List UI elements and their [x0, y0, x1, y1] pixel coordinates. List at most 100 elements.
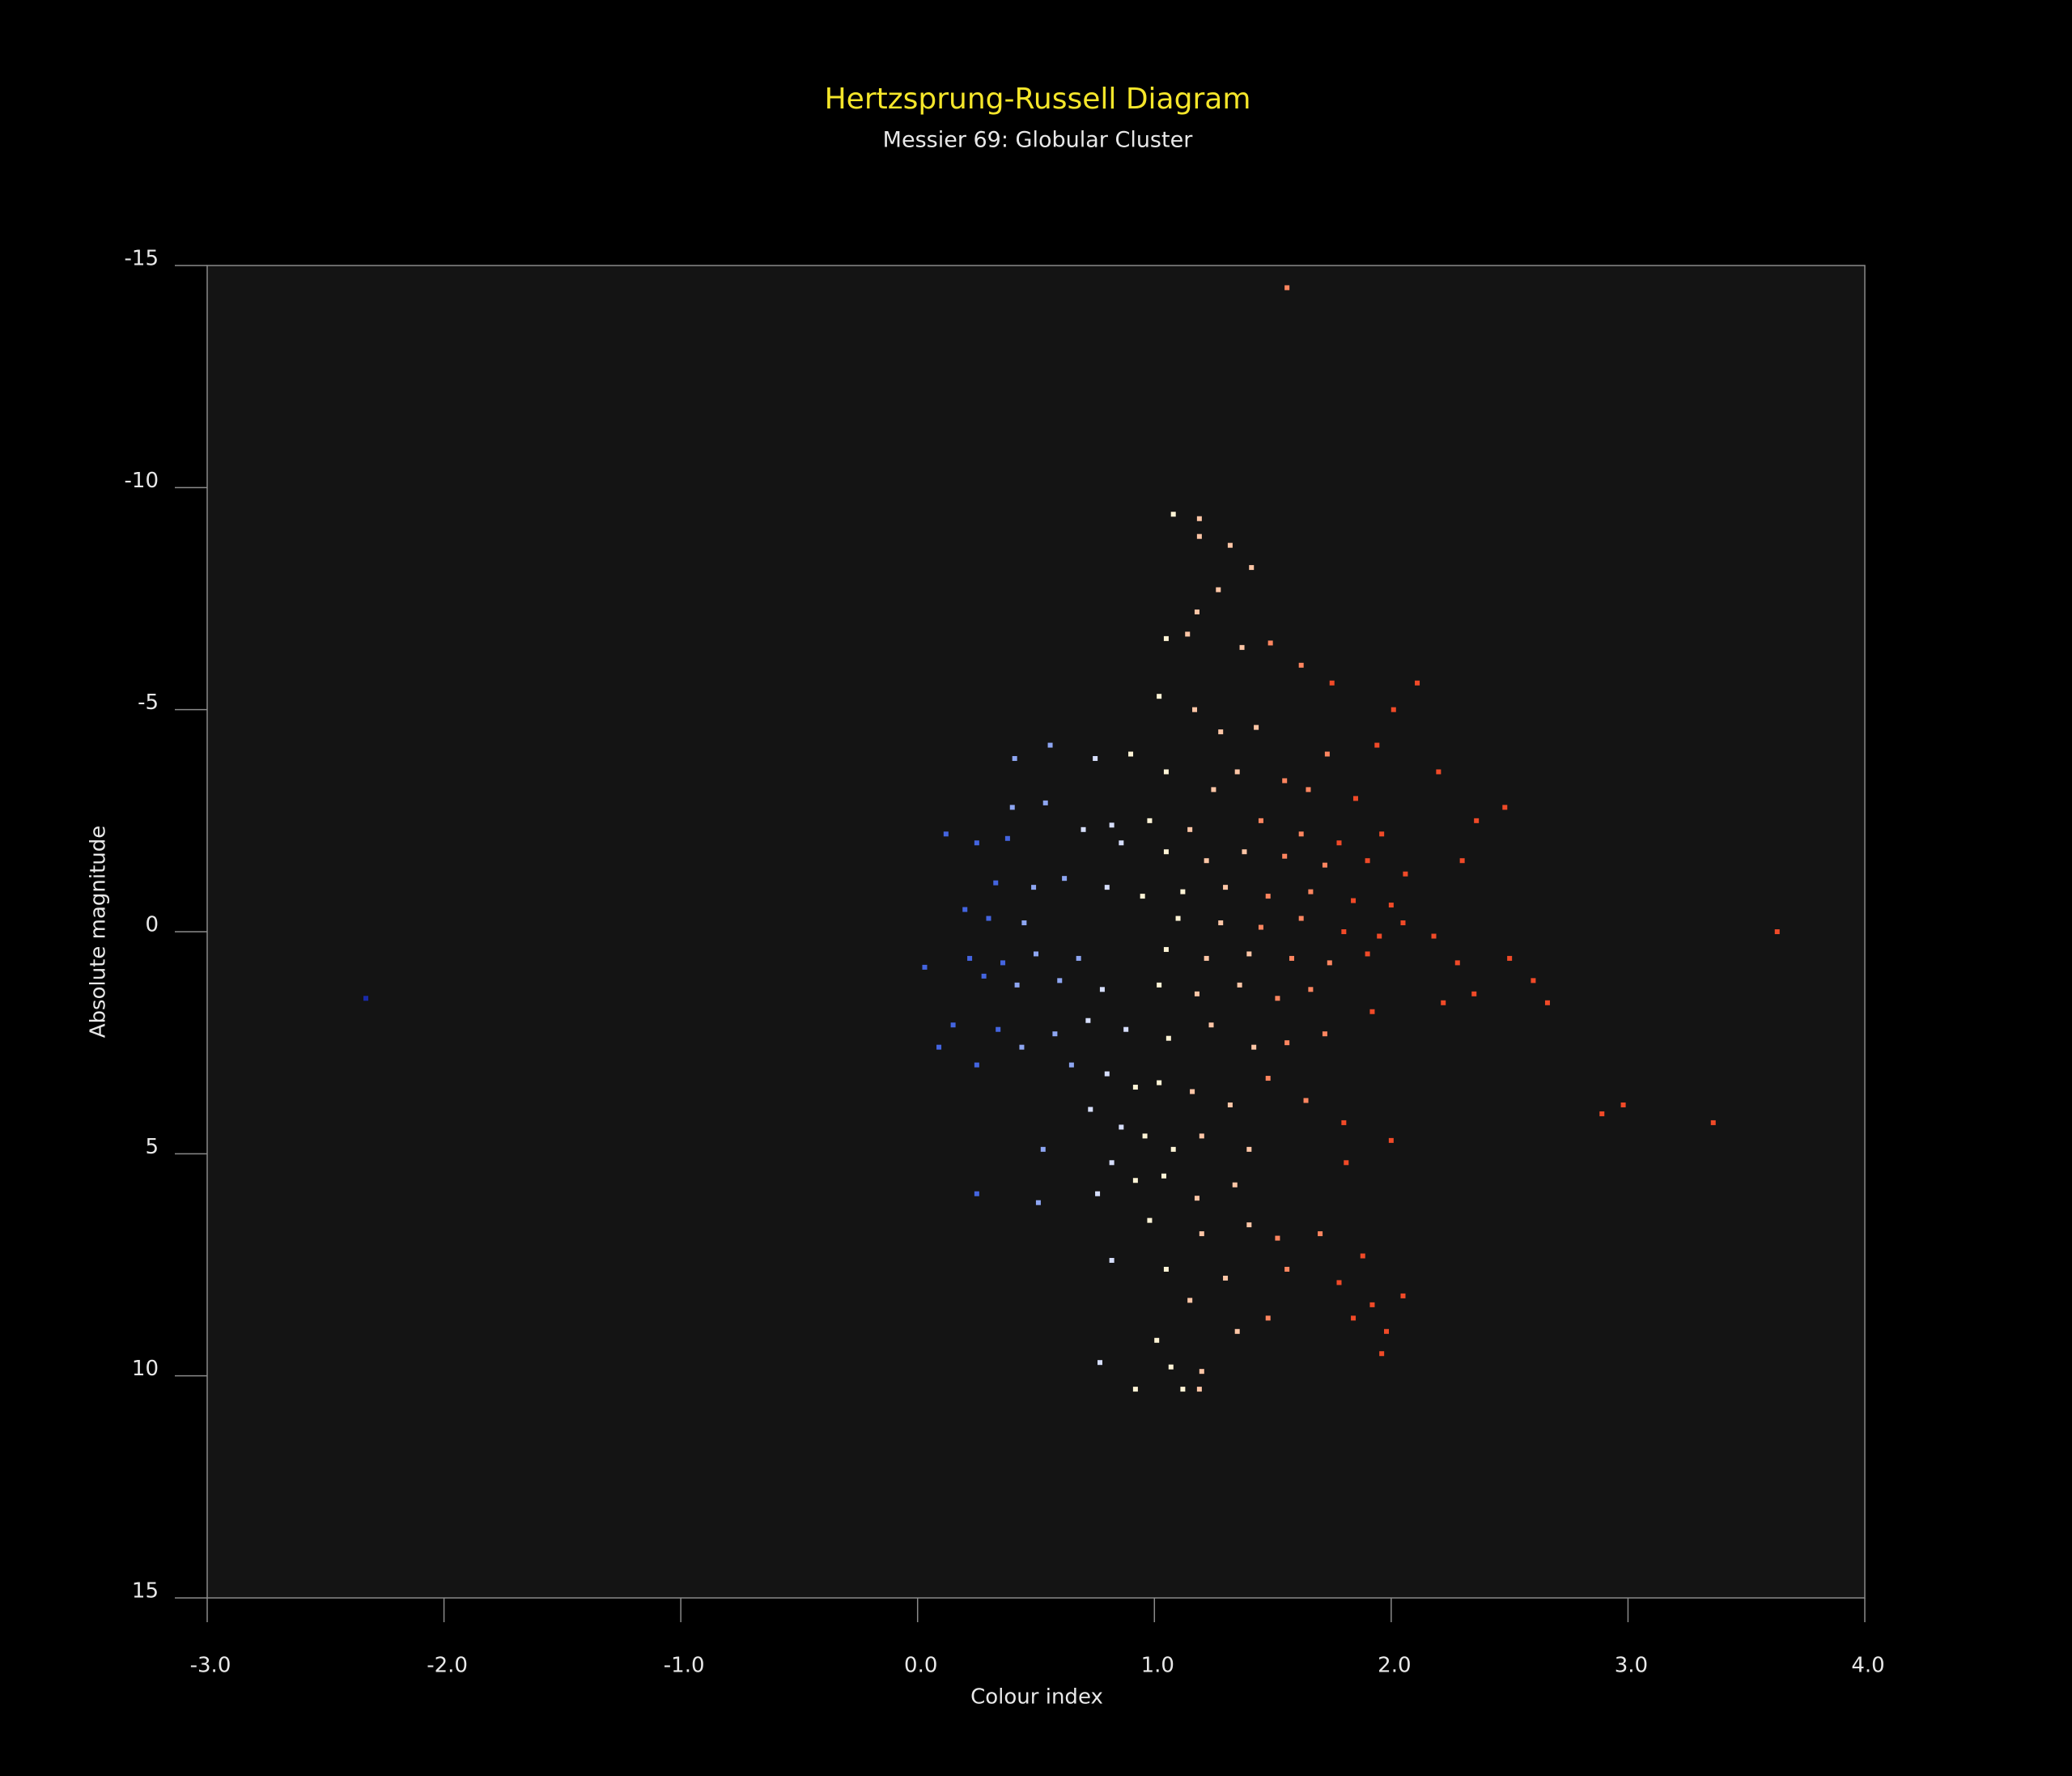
star-point — [1168, 1364, 1174, 1370]
star-point — [1190, 1089, 1195, 1094]
star-point — [1400, 1293, 1406, 1298]
star-point — [1232, 1182, 1238, 1188]
x-tick-label: 1.0 — [1141, 1654, 1174, 1678]
y-tick-label: 5 — [145, 1135, 159, 1159]
star-point — [1085, 1018, 1091, 1023]
star-point — [1284, 285, 1290, 291]
x-tick-label: 3.0 — [1615, 1654, 1648, 1678]
star-point — [1344, 1160, 1349, 1166]
star-point — [1052, 1031, 1058, 1037]
star-point — [1166, 1035, 1171, 1041]
star-point — [1284, 1266, 1290, 1272]
star-point — [1180, 1387, 1186, 1392]
star-point — [1415, 680, 1420, 686]
star-point — [1097, 1360, 1102, 1366]
star-point — [1365, 858, 1370, 864]
star-point — [1218, 920, 1224, 926]
star-point — [1265, 894, 1271, 899]
star-point — [1009, 805, 1015, 810]
star-point — [1388, 1137, 1394, 1143]
star-point — [1093, 756, 1098, 762]
x-tick-label: -1.0 — [664, 1654, 705, 1678]
star-point — [1710, 1120, 1716, 1125]
x-tick-label: -2.0 — [427, 1654, 468, 1678]
star-point — [1379, 1351, 1385, 1357]
chart-subtitle: Messier 69: Globular Cluster — [883, 128, 1194, 153]
star-point — [1329, 680, 1335, 686]
star-point — [1163, 635, 1169, 641]
star-point — [1379, 831, 1385, 837]
star-point — [1306, 787, 1311, 792]
star-point — [1351, 1315, 1357, 1321]
star-point — [1031, 885, 1037, 890]
star-point — [1352, 796, 1358, 801]
star-point — [1204, 955, 1209, 961]
star-point — [1163, 769, 1169, 775]
star-point — [996, 1026, 1001, 1032]
y-tick-label: -10 — [125, 469, 159, 493]
star-point — [1234, 1328, 1240, 1334]
x-tick-label: 4.0 — [1851, 1654, 1884, 1678]
star-point — [1360, 1253, 1365, 1259]
star-point — [1341, 929, 1347, 934]
star-point — [1384, 1328, 1390, 1334]
y-tick-label: -5 — [138, 690, 159, 715]
star-point — [950, 1022, 956, 1028]
star-point — [1336, 1280, 1342, 1285]
star-point — [1132, 1178, 1138, 1183]
star-point — [1192, 707, 1198, 712]
star-point — [1196, 533, 1202, 539]
star-point — [1109, 1160, 1115, 1166]
star-point — [1391, 707, 1396, 712]
x-tick-label: 2.0 — [1378, 1654, 1411, 1678]
star-point — [1377, 933, 1382, 939]
y-tick-label: 0 — [145, 913, 159, 937]
star-point — [1147, 1217, 1153, 1223]
star-point — [1021, 920, 1027, 926]
star-point — [1267, 640, 1273, 646]
star-point — [1163, 1266, 1169, 1272]
star-point — [1119, 1124, 1124, 1130]
star-point — [1081, 826, 1086, 832]
star-point — [1175, 916, 1181, 921]
star-point — [1369, 1009, 1375, 1014]
star-point — [1531, 978, 1536, 984]
star-point — [1254, 724, 1259, 730]
x-axis-label: Colour index — [970, 1685, 1103, 1710]
star-point — [1620, 1102, 1626, 1107]
star-point — [1365, 951, 1370, 957]
star-point — [1327, 960, 1332, 966]
star-point — [1128, 751, 1134, 757]
star-point — [1282, 778, 1288, 784]
star-point — [1199, 1231, 1204, 1237]
star-point — [1170, 512, 1176, 517]
star-point — [1004, 835, 1010, 841]
star-point — [1019, 1044, 1025, 1050]
star-point — [1265, 1076, 1271, 1081]
star-point — [1104, 885, 1110, 890]
star-point — [1239, 644, 1245, 650]
x-tick-label: -3.0 — [190, 1654, 231, 1678]
star-point — [1123, 1026, 1129, 1032]
star-point — [1303, 1098, 1309, 1103]
star-point — [1308, 987, 1314, 992]
star-point — [1199, 1369, 1204, 1374]
star-point — [1351, 898, 1357, 903]
star-point — [1014, 982, 1020, 988]
star-point — [1341, 1120, 1347, 1125]
star-point — [1057, 978, 1063, 984]
star-point — [1042, 800, 1048, 805]
star-point — [1216, 587, 1221, 593]
star-point — [1265, 1315, 1271, 1321]
star-point — [1196, 516, 1202, 521]
star-point — [1454, 960, 1460, 966]
star-point — [1154, 1337, 1160, 1343]
star-point — [1431, 933, 1437, 939]
star-point — [1119, 840, 1124, 846]
star-point — [936, 1044, 942, 1050]
star-point — [1099, 987, 1105, 992]
star-point — [1336, 840, 1342, 846]
star-point — [1298, 831, 1304, 837]
star-point — [1068, 1062, 1074, 1068]
star-point — [1199, 1133, 1204, 1139]
